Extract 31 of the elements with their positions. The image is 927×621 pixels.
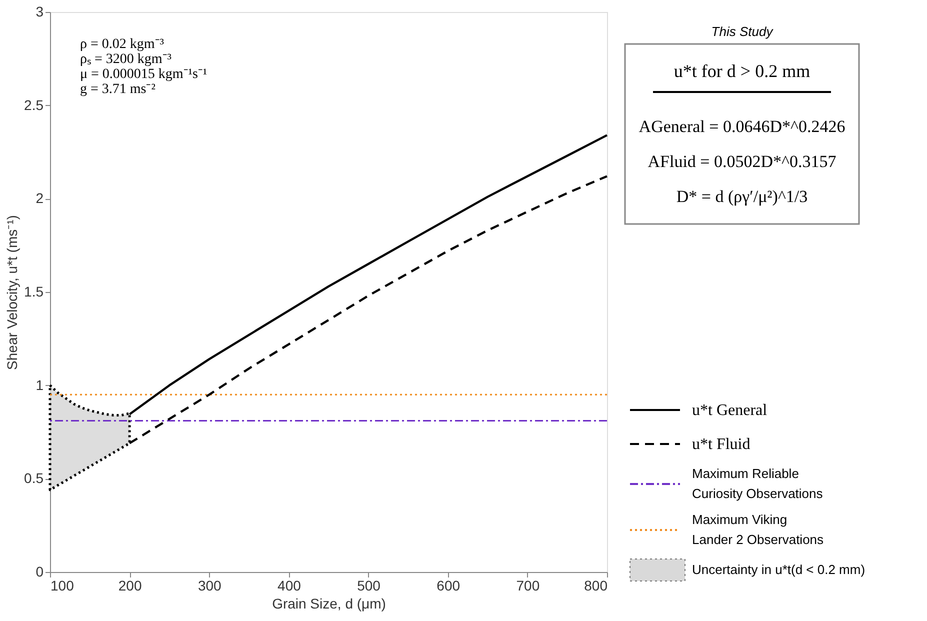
x-tick-label: 100 [50,578,74,594]
x-tick-label: 700 [516,578,540,594]
text: This Study [711,24,774,39]
y-tick-label: 1.5 [24,284,44,300]
x-tick-label: 200 [118,578,142,594]
y-axis-title: Shear Velocity, u*t (ms⁻¹) [4,215,20,370]
legend-label: Uncertainty in u*t(d < 0.2 mm) [692,562,866,577]
legend-label: u*t Fluid [692,436,750,453]
x-tick-label: 500 [357,578,381,594]
x-axis-title: Grain Size, d (μm) [272,596,386,612]
y-tick-label: 0.5 [24,470,44,486]
x-tick-label: 800 [584,578,608,594]
annotation: μ = 0.000015 kgm⁻¹s⁻¹ [80,67,208,82]
y-tick-label: 3 [36,4,44,20]
text: u*t for d > 0.2 mm [674,61,810,81]
legend-label: Maximum Reliable Curiosity Observations [692,466,824,501]
y-tick-label: 1 [36,376,44,393]
x-tick-label: 400 [278,578,302,594]
legend-label: Maximum Viking Lander 2 Observations [692,512,824,547]
text: AFluid = 0.0502D*^0.3157 [648,152,837,171]
x-tick-label: 600 [436,578,460,594]
legend-label: u*t General [692,402,768,419]
text: D* = d (ργ′/μ²)^1/3 [676,187,808,206]
text: AGeneral = 0.0646D*^0.2426 [638,117,846,136]
y-tick-label: 2 [36,190,44,206]
y-tick-label: 0 [36,564,44,580]
annotation: g = 3.71 ms⁻² [80,82,156,97]
x-tick-label: 300 [198,578,222,594]
annotation: ρₛ = 3200 kgm⁻³ [80,52,172,67]
y-tick-label: 2.5 [24,96,44,113]
annotation: ρ = 0.02 kgm⁻³ [80,37,164,52]
